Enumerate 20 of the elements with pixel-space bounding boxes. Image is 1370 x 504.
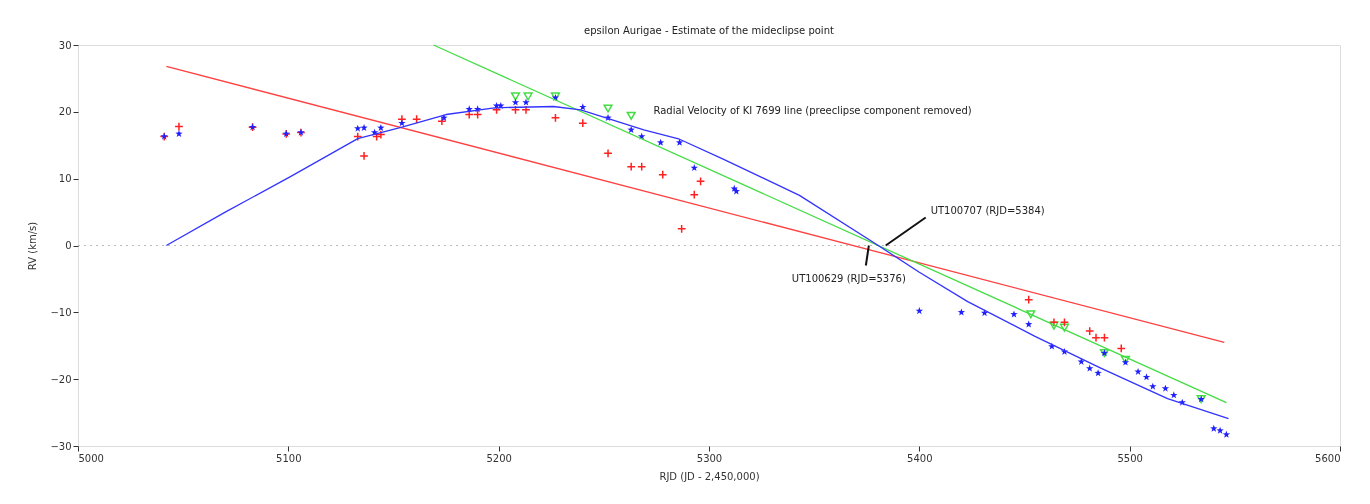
y-tick-label: −20 — [50, 373, 72, 385]
y-tick-label: 10 — [58, 173, 72, 185]
x-tick-label: 5100 — [276, 452, 302, 464]
annotation: UT100629 (RJD=5376) — [791, 272, 906, 284]
y-tick-label: −30 — [50, 440, 72, 452]
y-tick-label: 30 — [58, 39, 72, 51]
x-tick-label: 5000 — [78, 452, 104, 464]
x-tick-label: 5200 — [486, 452, 512, 464]
x-tick-label: 5400 — [907, 452, 933, 464]
annotation: Radial Velocity of KI 7699 line (preeclipse component removed) — [653, 105, 972, 117]
x-tick-label: 5600 — [1315, 452, 1341, 464]
x-axis-title: RJD (JD - 2,450,000) — [659, 470, 760, 482]
x-tick-label: 5300 — [696, 452, 723, 464]
x-tick-label: 5500 — [1117, 452, 1143, 464]
y-tick-label: −10 — [50, 306, 72, 318]
y-tick-label: 20 — [58, 106, 72, 118]
annotation: UT100707 (RJD=5384) — [930, 204, 1045, 216]
chart-title: epsilon Aurigae - Estimate of the mideclipse point — [584, 25, 834, 36]
y-axis-title: RV (km/s) — [27, 221, 39, 271]
y-tick-label: 0 — [65, 240, 72, 251]
